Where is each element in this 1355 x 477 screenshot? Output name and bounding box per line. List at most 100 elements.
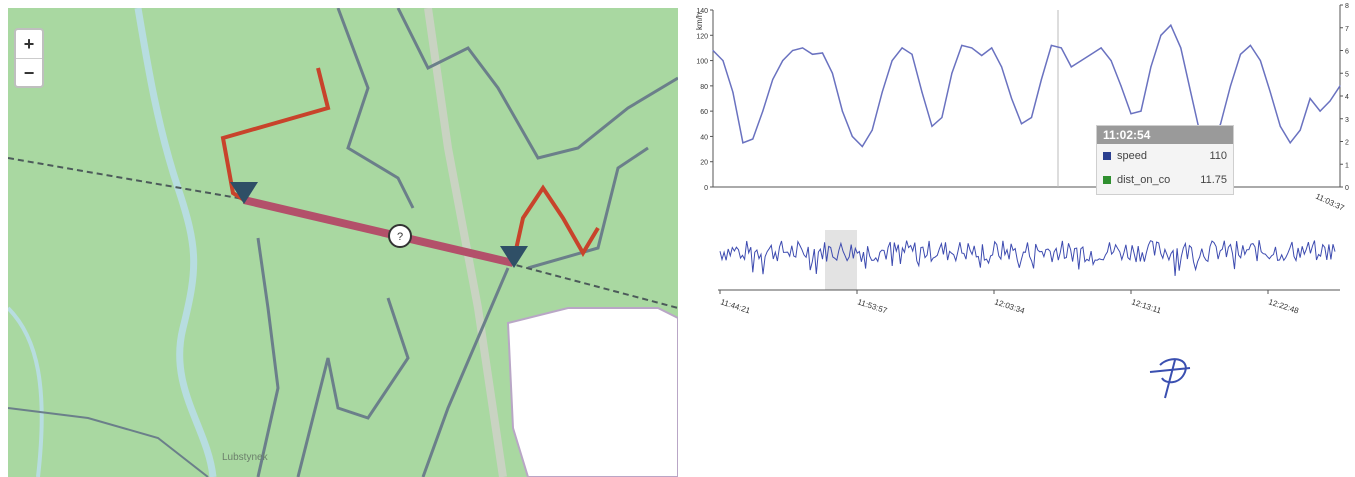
- speed-point: [792, 49, 794, 52]
- y-tick-label: 0: [704, 185, 708, 192]
- speed-point: [1140, 110, 1142, 112]
- speed-point: [1030, 116, 1033, 119]
- speed-point: [732, 91, 734, 93]
- map-canvas[interactable]: ?: [8, 8, 678, 477]
- right-tick-label: 1: [1345, 162, 1349, 169]
- road: [336, 8, 415, 209]
- speed-point: [1070, 66, 1072, 68]
- y-axis-unit: km/h: [695, 13, 704, 30]
- navigator-tick-label: 12:22:48: [1267, 297, 1300, 315]
- right-tick-label: 7: [1345, 26, 1349, 33]
- speed-point: [871, 129, 873, 131]
- navigator-tick-label: 12:13:11: [1130, 297, 1162, 315]
- navigator-tick-label: 11:44:21: [719, 297, 751, 315]
- speed-point: [1170, 24, 1172, 26]
- speed-point: [772, 78, 774, 81]
- y-tick-label: 20: [700, 160, 708, 167]
- series-swatch: [1103, 152, 1111, 160]
- handwritten-signature: [1149, 358, 1191, 399]
- speed-point: [931, 125, 933, 127]
- speed-point: [881, 91, 883, 93]
- navigator-series-line: [719, 239, 1336, 276]
- tooltip-series-name: dist_on_co: [1117, 174, 1171, 186]
- right-tick-label: 8: [1345, 3, 1349, 10]
- speed-point: [1180, 47, 1182, 49]
- road: [8, 407, 209, 477]
- y-tick-label: 140: [696, 8, 708, 15]
- speed-point: [1269, 91, 1271, 93]
- speed-point: [1090, 53, 1092, 55]
- speed-point: [911, 53, 913, 55]
- speed-point: [841, 110, 843, 112]
- position-marker[interactable]: [388, 224, 412, 248]
- speed-point: [1020, 123, 1023, 125]
- right-tick-label: 2: [1345, 140, 1349, 147]
- navigator-selection[interactable]: [825, 230, 857, 290]
- y-tick-label: 60: [700, 109, 708, 116]
- navigator-tick-label: 11:53:57: [856, 297, 888, 315]
- right-tick-label: 4: [1345, 94, 1349, 101]
- speed-point: [921, 91, 923, 93]
- map-view[interactable]: ? + − Lubstynek: [8, 8, 678, 477]
- tooltip-series-value: 11.75: [1200, 174, 1227, 186]
- speed-point: [951, 72, 953, 74]
- speed-point: [941, 116, 943, 119]
- speed-point: [782, 59, 784, 62]
- tooltip-series-value: 110: [1209, 150, 1227, 162]
- zoom-control: + −: [14, 28, 44, 88]
- speed-point: [1190, 91, 1192, 93]
- speed-point: [742, 142, 744, 144]
- speed-series-line: [712, 23, 1341, 148]
- speed-chart[interactable]: km/h 140 120 100 80 60 40 20 0 8 7 6 5 4 3 2 1 0 11:03:…: [680, 0, 1355, 477]
- speed-point: [1229, 85, 1232, 87]
- speed-point: [1289, 142, 1291, 144]
- route-path: [220, 67, 331, 202]
- speed-point: [901, 47, 903, 49]
- tooltip-row-speed: speed 110: [1097, 144, 1233, 168]
- speed-point: [1249, 44, 1252, 47]
- minor-road: [424, 8, 507, 477]
- river: [134, 8, 217, 477]
- speed-point: [891, 59, 893, 62]
- zoom-in-button[interactable]: +: [16, 30, 42, 59]
- zoom-out-button[interactable]: −: [23, 63, 35, 83]
- navigator[interactable]: 11:44:21 11:53:57 12:03:34 12:13:11 12:22:48: [718, 230, 1340, 316]
- speed-point: [1329, 100, 1331, 102]
- speed-point: [1001, 66, 1003, 68]
- y-tick-label: 120: [696, 33, 708, 40]
- speed-point: [722, 59, 724, 62]
- right-tick-label: 0: [1345, 185, 1349, 192]
- speed-point: [991, 47, 993, 49]
- road: [396, 8, 678, 160]
- speed-point: [1060, 47, 1062, 49]
- route-marker-icon[interactable]: [230, 182, 258, 204]
- speed-point: [981, 54, 983, 57]
- road: [296, 297, 410, 477]
- speed-point: [1239, 53, 1242, 55]
- place-label: Lubstynek: [222, 452, 268, 463]
- speed-point: [1150, 66, 1152, 68]
- open-area: [506, 307, 678, 477]
- right-tick-label: 6: [1345, 49, 1349, 56]
- speed-point: [801, 47, 804, 49]
- speed-point: [971, 47, 973, 49]
- speed-point: [762, 110, 764, 112]
- track-segment: [243, 196, 514, 267]
- speed-point: [1110, 59, 1112, 62]
- speed-point: [1050, 44, 1052, 47]
- tooltip-row-distance: dist_on_co 11.75: [1097, 168, 1233, 192]
- position-marker-label: ?: [397, 231, 403, 243]
- tooltip-time: 11:02:54: [1097, 126, 1233, 144]
- speed-point: [1130, 113, 1132, 115]
- route-marker-icon[interactable]: [500, 246, 528, 268]
- speed-point: [1319, 110, 1321, 112]
- stream: [8, 306, 44, 477]
- speed-point: [821, 52, 824, 54]
- main-plot[interactable]: km/h 140 120 100 80 60 40 20 0 8 7 6 5 4 3 2 1 0 11:03:…: [695, 3, 1349, 213]
- y-tick-label: 100: [696, 59, 708, 66]
- speed-point: [752, 138, 754, 140]
- speed-point: [712, 49, 714, 52]
- speed-point: [1080, 59, 1082, 62]
- y-tick-label: 40: [700, 134, 708, 141]
- speed-point: [1279, 125, 1281, 127]
